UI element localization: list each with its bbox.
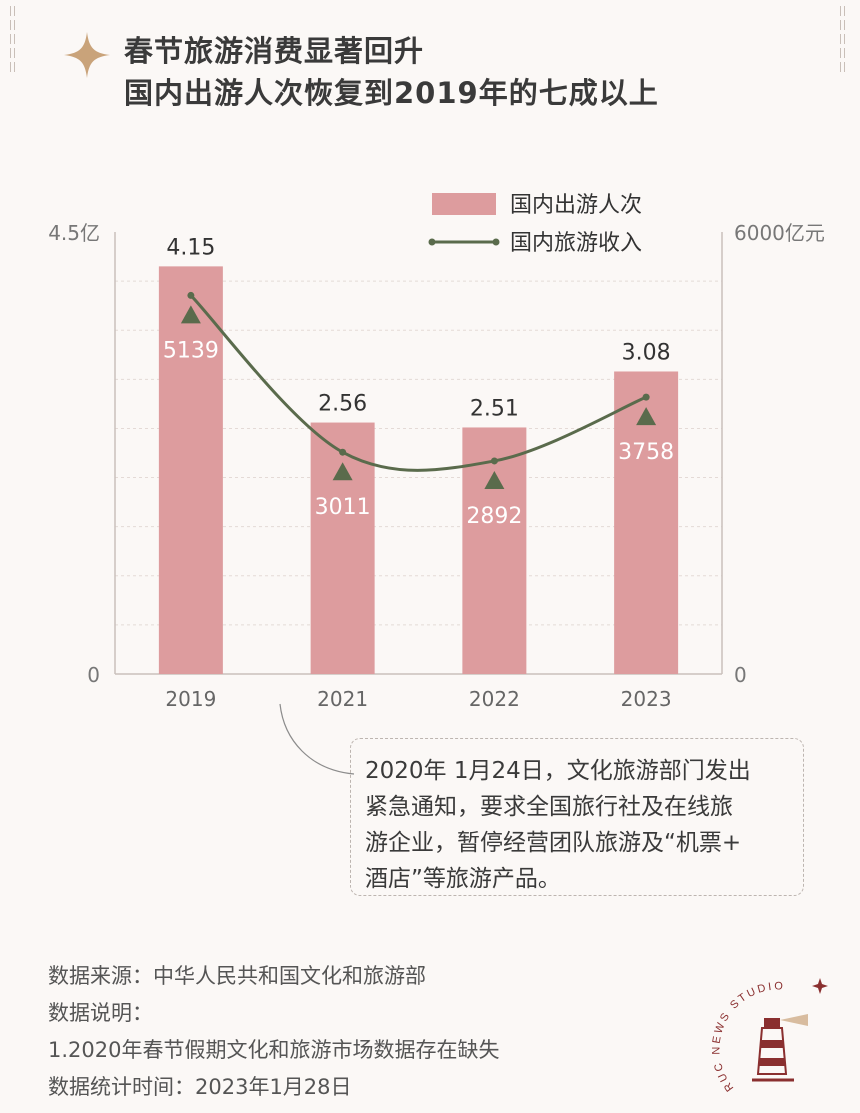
line-value-label: 3011 <box>315 495 371 520</box>
left-axis-max-label: 4.5亿 <box>48 221 100 245</box>
bar <box>310 422 375 674</box>
ruc-news-studio-logo: RUC NEWS STUDIO <box>712 978 828 1093</box>
note-line: 2020年 1月24日，文化旅游部门发出 <box>365 758 751 784</box>
legend-line-dot <box>428 238 436 246</box>
legend-line-label: 国内旅游收入 <box>510 231 642 256</box>
right-axis-max-label: 6000亿元 <box>734 221 825 245</box>
line-point <box>490 457 498 465</box>
title-line-2: 国内出游人次恢复到2019年的七成以上 <box>124 76 659 110</box>
lighthouse-icon <box>752 1014 808 1082</box>
legend-bar-label: 国内出游人次 <box>510 193 642 218</box>
line-value-label: 2892 <box>466 504 522 529</box>
note-line: 游企业，暂停经营团队旅游及“机票+ <box>365 830 742 856</box>
note-line: 紧急通知，要求全国旅行社及在线旅 <box>365 794 733 820</box>
bar-value-label: 2.51 <box>470 396 519 421</box>
bar-value-label: 2.56 <box>318 392 367 417</box>
bar-value-label: 4.15 <box>166 235 215 260</box>
logo-star-icon <box>812 978 828 994</box>
title-line-1: 春节旅游消费显著回升 <box>124 34 425 68</box>
right-axis-min-label: 0 <box>734 663 747 687</box>
note-box: 2020年 1月24日，文化旅游部门发出 紧急通知，要求全国旅行社及在线旅 游企… <box>350 738 804 896</box>
data-explain-title: 数据说明： <box>48 1001 153 1025</box>
triangle-marker <box>180 305 201 324</box>
triangle-marker <box>332 462 353 481</box>
left-edge-decoration <box>10 6 18 74</box>
bar-value-label: 3.08 <box>622 340 671 365</box>
data-explain-item: 1.2020年春节假期文化和旅游市场数据存在缺失 <box>48 1038 500 1062</box>
line-value-label: 3758 <box>618 440 674 465</box>
x-tick-label: 2021 <box>317 687 368 711</box>
x-tick-label: 2022 <box>469 687 520 711</box>
note-connector-curve <box>279 703 355 775</box>
legend-bar-swatch <box>432 193 496 215</box>
revenue-line <box>189 294 647 472</box>
bar <box>462 427 527 674</box>
x-tick-label: 2019 <box>165 687 216 711</box>
sparkle-star-icon <box>64 32 110 78</box>
bar <box>158 266 223 674</box>
x-tick-label: 2023 <box>621 687 672 711</box>
triangle-marker <box>636 407 657 426</box>
triangle-marker <box>484 470 505 489</box>
left-axis-min-label: 0 <box>87 663 100 687</box>
line-point <box>642 393 650 401</box>
chart: 4.5亿 0 6000亿元 0 4.15 2019 2.56 2021 2.51 2022 3.08… <box>48 193 825 711</box>
line-value-label: 5139 <box>163 338 219 363</box>
right-edge-decoration <box>840 6 848 74</box>
line-point <box>187 291 195 299</box>
data-stat-time: 数据统计时间：2023年1月28日 <box>48 1075 352 1099</box>
note-line: 酒店”等旅游产品。 <box>365 866 561 892</box>
chart-title: 春节旅游消费显著回升 国内出游人次恢复到2019年的七成以上 <box>124 30 659 114</box>
legend-line-dot <box>492 238 500 246</box>
data-source: 数据来源：中华人民共和国文化和旅游部 <box>48 964 426 988</box>
footer-notes: 数据来源：中华人民共和国文化和旅游部 数据说明： 1.2020年春节假期文化和旅… <box>48 958 499 1106</box>
line-point <box>339 448 347 456</box>
